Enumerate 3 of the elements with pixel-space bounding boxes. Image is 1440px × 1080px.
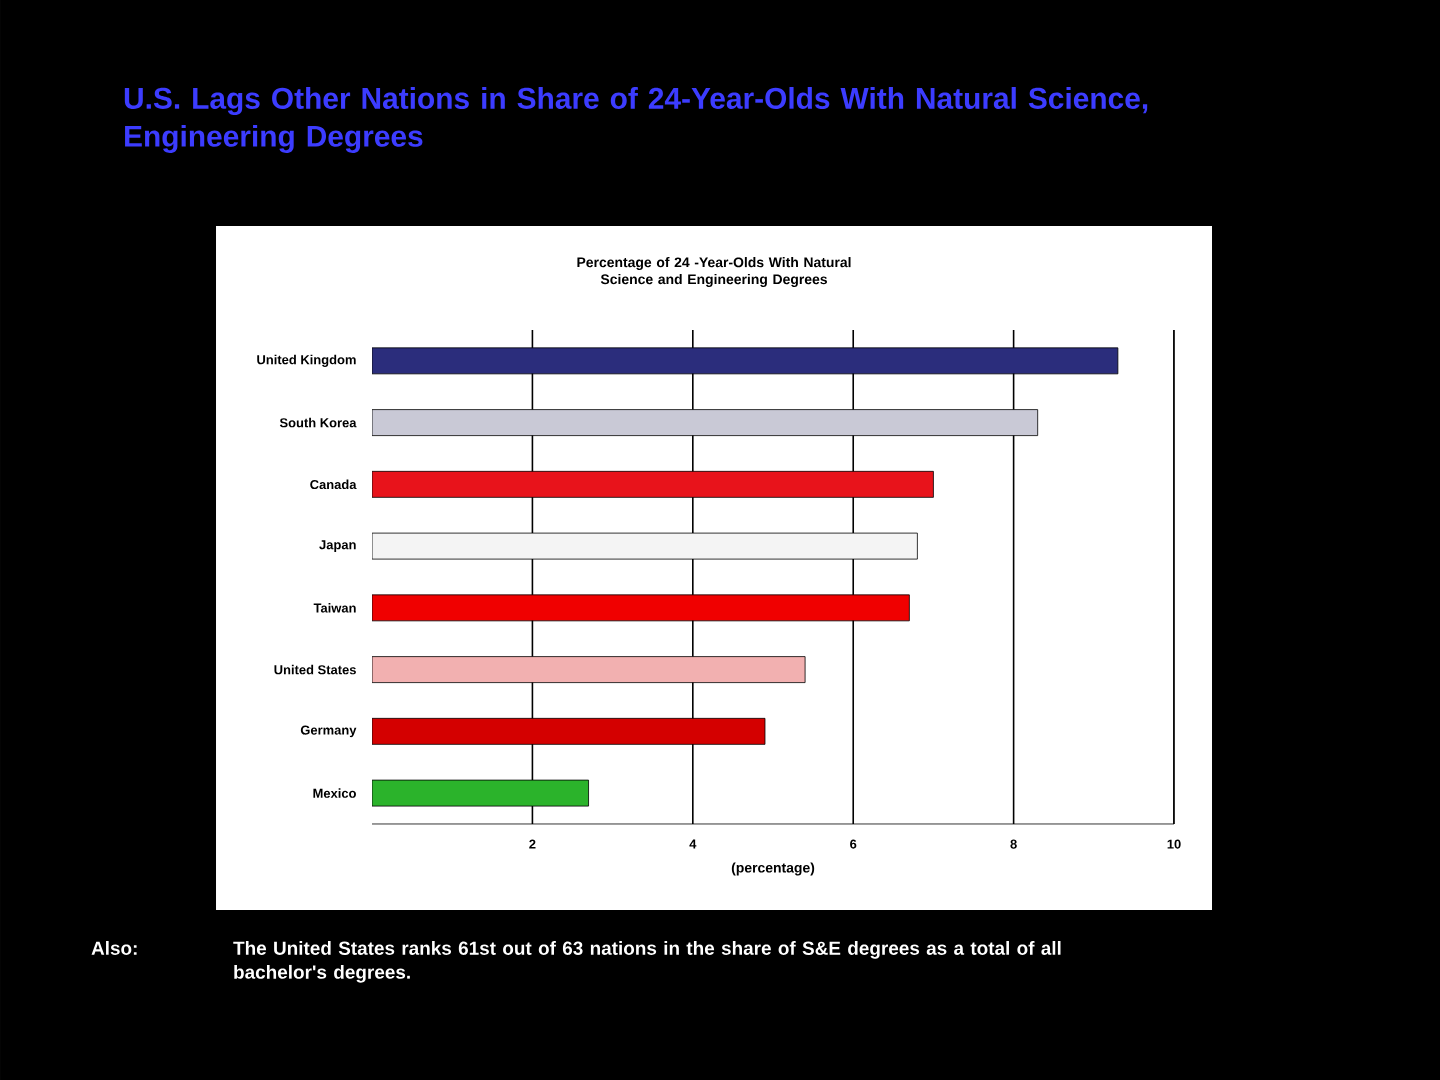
text: The United States ranks 61st out of 63 nations in the share of S&E degrees as a total of all bachelor's degrees. xyxy=(233,941,1061,983)
text: Also: xyxy=(91,941,137,955)
chart-title: U.S. Lags Other Nations in Share of 24-Year-Olds With Natural Science, Engineering Degrees xyxy=(124,87,1148,153)
